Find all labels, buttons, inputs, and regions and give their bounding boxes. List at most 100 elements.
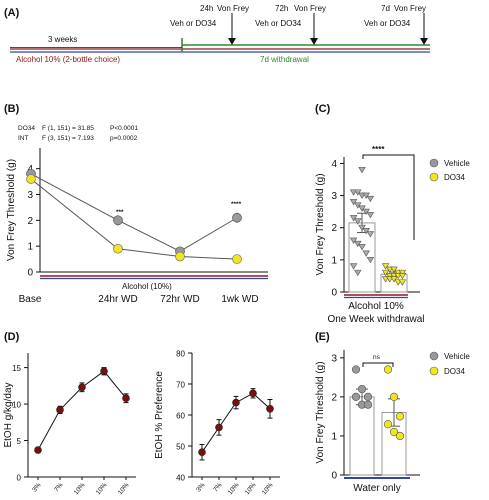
sig-c: ****: [372, 145, 385, 154]
chart-e-point: [389, 392, 399, 401]
chart-e: 0 1 2 3 Von Frey Threshold (g): [315, 350, 420, 482]
chartD2-point: [249, 389, 257, 398]
chart-c-point: [354, 189, 362, 196]
xlabel-e: Water only: [353, 483, 400, 494]
chart-c-point: [381, 269, 390, 277]
stat-p-do34: P<0.0001: [110, 125, 138, 132]
chartD1-point: [78, 383, 86, 392]
chart-b-point: [175, 251, 185, 262]
chart-c-y-tick-label: 0: [331, 288, 337, 299]
chart-d1-y-tick-label: 0: [17, 474, 22, 483]
chart-b-x-tick-label: Base: [19, 294, 42, 305]
sig-bracket-c: [362, 154, 415, 240]
xlabel-c-2: One Week withdrawal: [327, 314, 424, 325]
legend-e-do34-marker: [429, 366, 439, 376]
event-treatment-2: Veh or DO34: [255, 19, 302, 28]
chartD1-x-tick-label: 7%: [53, 482, 65, 494]
chart-b-x-tick-label: 24hr WD: [98, 294, 137, 305]
event-treatment-3: Veh or DO34: [364, 19, 411, 28]
chart-e-point: [395, 431, 405, 441]
chart-e-point: [363, 400, 373, 409]
chart-c-y-tick-label: 1: [331, 255, 337, 266]
chart-e-point: [363, 392, 373, 401]
chartD2-x-tick-label: 3%: [195, 482, 207, 494]
chart-b-x-tick-label: 1wk WD: [221, 294, 258, 305]
chart-c-point: [362, 250, 370, 257]
stat-f-int: F (3, 151) = 7.193: [42, 135, 94, 142]
chart-b-point: [113, 215, 123, 226]
chart-c-point: [398, 269, 407, 277]
chart-d2-y-tick-label: 70: [176, 381, 185, 390]
chart-e-point: [383, 420, 393, 429]
chartD1-point: [122, 394, 130, 403]
event-test-3: Von Frey: [394, 4, 426, 13]
legend-do34-marker: [429, 172, 439, 182]
stat-f-do34: F (1, 151) = 31.85: [42, 125, 94, 132]
chart-c-point: [358, 244, 366, 251]
chart-c-point: [362, 228, 370, 235]
chart-b-y-tick-label: 0: [27, 268, 33, 279]
chart-c-point: [366, 231, 375, 238]
chartD2-point: [266, 404, 274, 413]
chart-c-point: [390, 276, 398, 283]
chart-d2-y-tick-label: 50: [176, 443, 185, 452]
chart-c-point: [362, 192, 370, 199]
event-time-1: 24h: [200, 4, 213, 13]
legend-do34-label: DO34: [444, 173, 465, 182]
chart-e-y-tick-label: 2: [331, 392, 337, 403]
event-arrowhead-1: [228, 38, 236, 45]
legend-c: Vehicle DO34: [429, 158, 470, 182]
chart-d2-y-tick-label: 80: [176, 350, 185, 359]
chart-c-y-tick-label: 4: [331, 159, 337, 170]
legend-e-vehicle-marker: [429, 351, 439, 361]
chart-c-y-tick-label: 3: [331, 191, 337, 202]
three-weeks-label: 3 weeks: [48, 35, 77, 44]
event-arrowhead-3: [420, 38, 428, 45]
chart-e-point: [395, 412, 405, 421]
stat-term-do34: DO34: [18, 125, 35, 132]
chart-e-point: [351, 365, 361, 374]
chartD1-point: [34, 446, 42, 454]
legend-vehicle-marker: [429, 158, 439, 168]
panel-label-d: (D): [4, 331, 20, 343]
chart-b-point: [232, 254, 242, 264]
chart-c-point: [354, 269, 362, 277]
chart-b-y-tick-label: 1: [27, 242, 33, 253]
chart-b-y-tick-label: 2: [27, 216, 33, 227]
chart-b-point: [26, 174, 36, 184]
chart-c-point: [381, 263, 390, 270]
chartD2-x-tick-label: 10%: [244, 482, 258, 497]
chart-d1-y-label: EtOH g/kg/day: [3, 382, 14, 447]
sig-1wk: ****: [231, 201, 242, 208]
panel-label-e: (E): [315, 331, 330, 343]
chart-d2-y-tick-label: 40: [176, 474, 185, 483]
withdrawal-phase-label: 7d withdrawal: [260, 55, 309, 64]
chartD1-x-tick-label: 10%: [73, 482, 87, 497]
chartD1-point: [56, 406, 64, 414]
chartD1-point: [100, 367, 108, 376]
chart-c-point: [390, 266, 398, 273]
chart-c-point: [398, 273, 407, 280]
event-time-2: 72h: [275, 4, 288, 13]
chartD2-x-tick-label: 7%: [212, 482, 224, 494]
chart-c-y-label: Von Frey Threshold (g): [315, 173, 326, 275]
chart-c-point: [349, 199, 358, 206]
chart-d1: 0 5 10 15 EtOH g/kg/day 3% 7% 10% 10% 10%: [3, 353, 136, 496]
alcohol-phase-label: Alcohol 10% (2-bottle choice): [16, 55, 120, 64]
event-test-2: Von Frey: [294, 4, 326, 13]
sig-bracket-e: [362, 362, 394, 367]
chart-e-point: [351, 392, 361, 401]
chart-e-y-label: Von Frey Threshold (g): [315, 361, 326, 463]
chart-c-point: [358, 205, 366, 212]
chart-c-point: [366, 195, 375, 203]
chart-e-point: [357, 384, 367, 394]
chartD1-x-tick-label: 10%: [117, 482, 131, 497]
legend-e: Vehicle DO34: [429, 351, 470, 376]
chart-c-point: [358, 224, 366, 232]
chart-d2-y-tick-label: 60: [176, 412, 185, 421]
chart-d1-y-tick-label: 5: [17, 437, 22, 446]
chart-c-point: [354, 202, 362, 209]
chart-c-point: [398, 279, 407, 286]
